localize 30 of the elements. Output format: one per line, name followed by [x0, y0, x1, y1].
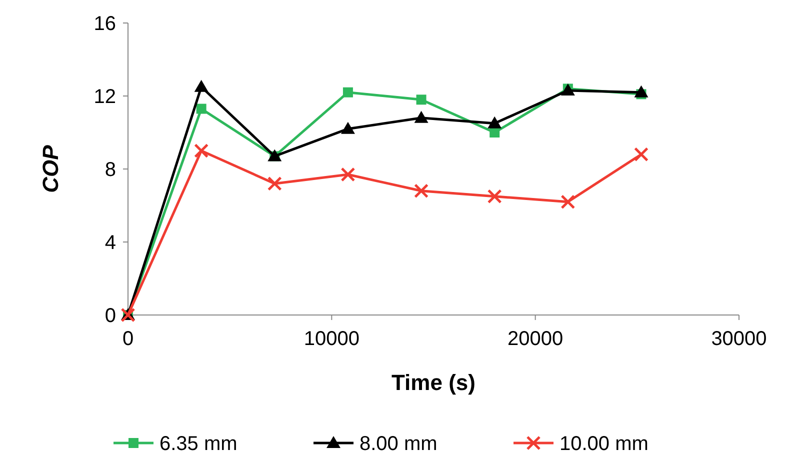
point — [634, 85, 648, 98]
x-tick-label: 20000 — [508, 328, 564, 350]
legend-label: 6.35 mm — [160, 433, 238, 455]
point — [267, 176, 282, 191]
point — [488, 116, 502, 128]
x-axis-title: Time (s) — [392, 370, 476, 395]
point — [414, 110, 428, 123]
x-tick-label: 0 — [122, 328, 134, 350]
y-tick-label: 0 — [104, 305, 116, 327]
point — [414, 184, 429, 198]
x-tick-label: 10000 — [304, 328, 360, 350]
point — [342, 87, 353, 98]
point — [340, 167, 356, 182]
point — [194, 144, 209, 158]
point — [196, 104, 206, 114]
point — [560, 194, 576, 210]
y-axis-title: COP — [38, 144, 63, 193]
point — [490, 128, 500, 138]
legend-label: 8.00 mm — [360, 433, 438, 455]
point — [340, 122, 355, 134]
point — [487, 189, 502, 204]
legend-label: 10.00 mm — [560, 433, 648, 455]
x-tick-label: 30000 — [711, 328, 767, 350]
y-tick-label: 8 — [104, 159, 116, 181]
point — [416, 94, 426, 105]
y-tick-label: 16 — [94, 13, 116, 35]
y-tick-label: 12 — [94, 86, 116, 108]
y-tick-label: 4 — [104, 232, 116, 254]
point — [634, 147, 648, 162]
point — [194, 80, 208, 92]
